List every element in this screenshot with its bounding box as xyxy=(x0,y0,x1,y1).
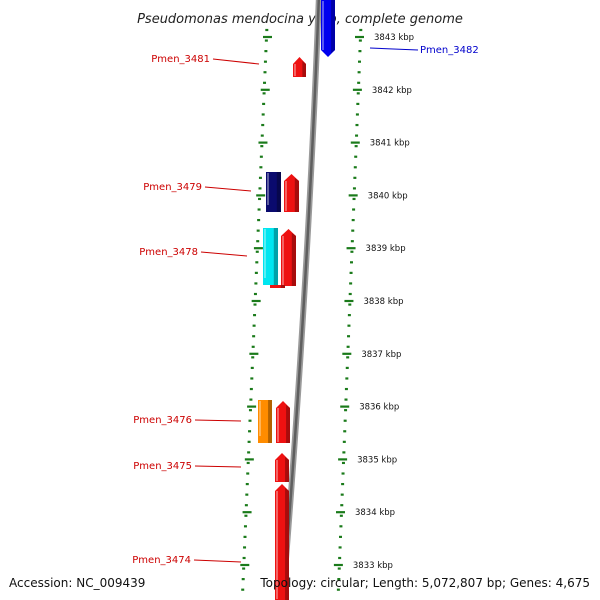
gene-arrow-highlight xyxy=(322,1,324,50)
gene-label-layer: Pmen_3482 Pmen_3481 Pmen_3479 Pmen_3478 Pmen… xyxy=(132,45,478,566)
gene-label[interactable]: Pmen_3474 xyxy=(132,555,191,566)
scale-tick-label: 3837 kbp xyxy=(361,350,401,360)
gene-label[interactable]: Pmen_3482 xyxy=(420,45,479,56)
gene-feature[interactable] xyxy=(270,285,285,288)
gene-arrow-shade xyxy=(276,172,281,212)
accession-text: Accession: NC_009439 xyxy=(9,576,146,590)
scale-tick-label: 3840 kbp xyxy=(368,191,408,201)
gene-label-leader xyxy=(204,186,252,192)
scale-tick-label: 3842 kbp xyxy=(372,86,412,96)
scale-tick-label: 3836 kbp xyxy=(359,403,399,413)
gene-feature[interactable] xyxy=(275,453,289,482)
backbone-layer xyxy=(279,0,322,600)
gene-label[interactable]: Pmen_3479 xyxy=(143,182,202,193)
gene-label-leader xyxy=(194,419,242,422)
tick-layer: 3843 kbp 3842 kbp 3841 kbp 3840 kbp 3839 kbp… xyxy=(240,28,414,591)
topology-text: Topology: circular; Length: 5,072,807 bp… xyxy=(260,576,590,590)
map-title: Pseudomonas mendocina ymp, complete geno… xyxy=(137,12,463,27)
gene-label-leader xyxy=(212,58,260,65)
scale-tick-label: 3838 kbp xyxy=(363,297,403,307)
gene-label[interactable]: Pmen_3475 xyxy=(133,461,192,472)
gene-arrow-shade xyxy=(291,232,296,286)
gene-arrow-highlight xyxy=(276,491,278,599)
gene-arrow-shade xyxy=(286,404,290,443)
gene-arrow-highlight xyxy=(264,229,266,278)
gene-feature[interactable] xyxy=(258,400,272,443)
gene-label[interactable]: Pmen_3481 xyxy=(151,54,210,65)
gene-arrow-shade xyxy=(285,456,289,482)
gene-feature[interactable] xyxy=(281,229,296,286)
gene-arrow-highlight xyxy=(294,64,296,76)
gene-label-leader xyxy=(193,559,242,563)
gene-label[interactable]: Pmen_3478 xyxy=(139,247,198,258)
scale-tick-label: 3839 kbp xyxy=(366,244,406,254)
gene-feature[interactable] xyxy=(266,172,281,212)
gene-feature[interactable] xyxy=(275,484,289,600)
gene-label[interactable]: Pmen_3476 xyxy=(133,415,192,426)
gene-feature[interactable] xyxy=(284,174,299,212)
gene-arrow-shade xyxy=(302,60,306,77)
gene-arrow-highlight xyxy=(277,408,279,442)
gene-label-leader xyxy=(194,465,242,468)
scale-tick-label: 3834 kbp xyxy=(355,508,395,518)
gene-arrow-highlight xyxy=(267,173,269,205)
scale-tick-label: 3841 kbp xyxy=(370,139,410,149)
genome-backbone-core xyxy=(281,0,321,600)
gene-feature[interactable] xyxy=(293,57,306,77)
gene-feature[interactable] xyxy=(321,0,335,57)
genes-layer xyxy=(258,0,335,600)
gene-feature[interactable] xyxy=(263,228,278,285)
gene-arrow-shade xyxy=(273,228,278,285)
scale-tick-label: 3835 kbp xyxy=(357,455,397,465)
gene-label-leader xyxy=(369,47,419,51)
gene-arrow-shade xyxy=(331,0,335,54)
gene-feature[interactable] xyxy=(276,401,290,443)
gene-arrow-shade xyxy=(294,177,299,212)
gene-arrow-shade xyxy=(280,285,285,288)
gene-label-leader xyxy=(200,251,248,257)
gene-arrow-highlight xyxy=(285,181,287,211)
gene-arrow-highlight xyxy=(276,460,278,481)
scale-tick-label: 3833 kbp xyxy=(353,561,393,571)
gene-arrow-highlight xyxy=(282,236,284,285)
gene-arrow-shade xyxy=(285,487,289,600)
scale-tick-label: 3843 kbp xyxy=(374,33,414,43)
gene-arrow-highlight xyxy=(259,401,261,436)
gene-arrow-shade xyxy=(268,400,272,443)
